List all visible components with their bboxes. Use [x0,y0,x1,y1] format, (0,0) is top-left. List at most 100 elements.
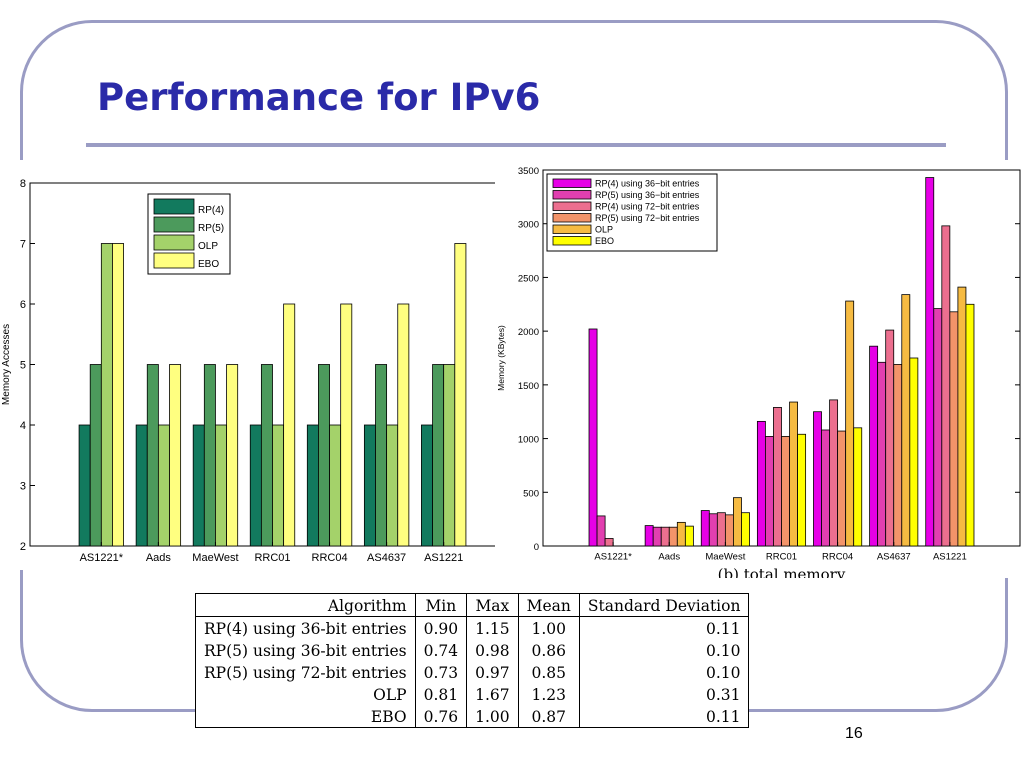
header-min: Min [414,593,467,617]
y-tick-label: 1000 [518,435,539,446]
cell-standard-deviation: 0.10 [578,639,749,661]
cell-mean: 0.86 [517,639,580,661]
x-tick-label: AS4637 [367,552,406,564]
legend-swatch [153,234,195,251]
bar [249,424,262,547]
y-tick-label: 1500 [518,381,539,392]
cell-mean: 0.87 [517,705,580,728]
bar [941,225,951,547]
bar [283,303,296,547]
bar [813,411,822,547]
cell-min: 0.81 [414,683,467,705]
bar [797,433,807,547]
bar [203,364,216,547]
bar [432,364,445,547]
table-row: RP(4) using 36-bit entries 0.90 1.15 1.0… [196,616,749,639]
legend-swatch [153,216,195,233]
y-tick-label: 5 [20,360,26,372]
bar [708,513,718,547]
legend-swatch [552,201,592,211]
bar [421,424,433,547]
cell-min: 0.76 [414,705,467,728]
bar [340,303,353,547]
bar [789,401,798,547]
bar [306,424,319,547]
bar [885,329,895,547]
cell-min: 0.73 [414,661,467,683]
legend-label: RP(5) using 36−bit entries [595,190,700,200]
x-tick-label: RRC01 [254,552,290,564]
bar [157,424,170,547]
page-number: 16 [845,725,863,742]
legend-swatch [153,198,195,215]
slide-title: Performance for IPv6 [97,76,541,119]
legend-swatch [552,236,592,246]
y-tick-label: 6 [20,299,26,311]
y-tick-label: 2000 [518,327,539,338]
total-memory-chart: 0 500 1000 1500 2000 2500 3000 3500 AS1221* Aads M… [495,160,1024,578]
bar [318,364,330,547]
legend-label: RP(5) using 72−bit entries [595,213,700,223]
bar [596,515,606,547]
legend-label: EBO [198,259,219,270]
x-tick-label: AS4637 [877,552,911,563]
bar [957,286,967,547]
y-tick-label: 3000 [518,220,539,231]
legend-label: RP(4) using 72−bit entries [595,202,700,212]
bar [169,364,182,547]
bar [893,364,903,547]
x-tick-label: RRC01 [766,552,797,563]
bar [644,525,654,547]
y-tick-label: 4 [20,420,26,432]
bar [100,243,113,547]
bar [756,420,766,547]
bar [226,364,239,547]
bar [741,512,750,547]
y-tick-label: 3 [20,481,26,493]
legend-label: RP(4) using 36−bit entries [595,179,700,189]
y-tick-label: 2500 [518,273,539,284]
bar [853,427,863,547]
bar [821,429,830,547]
bar [660,526,670,547]
bar [901,294,911,547]
bar [716,512,726,547]
x-tick-label: Aads [146,552,172,564]
x-tick-label: AS1221 [933,552,967,563]
cell-algorithm: RP(4) using 36-bit entries [204,619,407,638]
y-tick-label: 7 [20,239,26,251]
legend-label: RP(5) [198,223,224,234]
bar [869,345,879,547]
header-max: Max [466,593,519,617]
bar [454,243,467,547]
cell-min: 0.90 [414,616,467,639]
bar [700,510,710,547]
x-tick-label: AS1221 [424,552,463,564]
bar [443,364,456,547]
cell-algorithm: EBO [370,707,407,726]
bar [781,436,790,547]
bar [260,364,273,547]
header-mean: Mean [517,593,580,617]
header-algorithm: Algorithm [327,596,407,615]
bar [397,303,410,547]
table-row: OLP 0.81 1.67 1.23 0.31 [196,683,749,705]
cell-standard-deviation: 0.11 [578,705,749,728]
bar [375,364,388,547]
x-tick-label: RRC04 [822,552,853,563]
table-row: RP(5) using 72-bit entries 0.73 0.97 0.8… [196,661,749,683]
cell-max: 0.98 [466,639,519,661]
cell-standard-deviation: 0.31 [578,683,749,705]
bar [765,436,774,547]
y-tick-label: 0 [534,542,539,553]
bar [724,514,734,547]
bar [135,424,148,547]
header-standard-deviation: Standard Deviation [578,593,749,617]
bar [386,424,399,547]
chart-caption: (b) total memory [718,566,846,579]
bar [588,328,598,547]
bar [909,357,919,547]
y-tick-label: 2 [20,541,26,553]
cell-max: 1.00 [466,705,519,728]
bar [89,364,102,547]
